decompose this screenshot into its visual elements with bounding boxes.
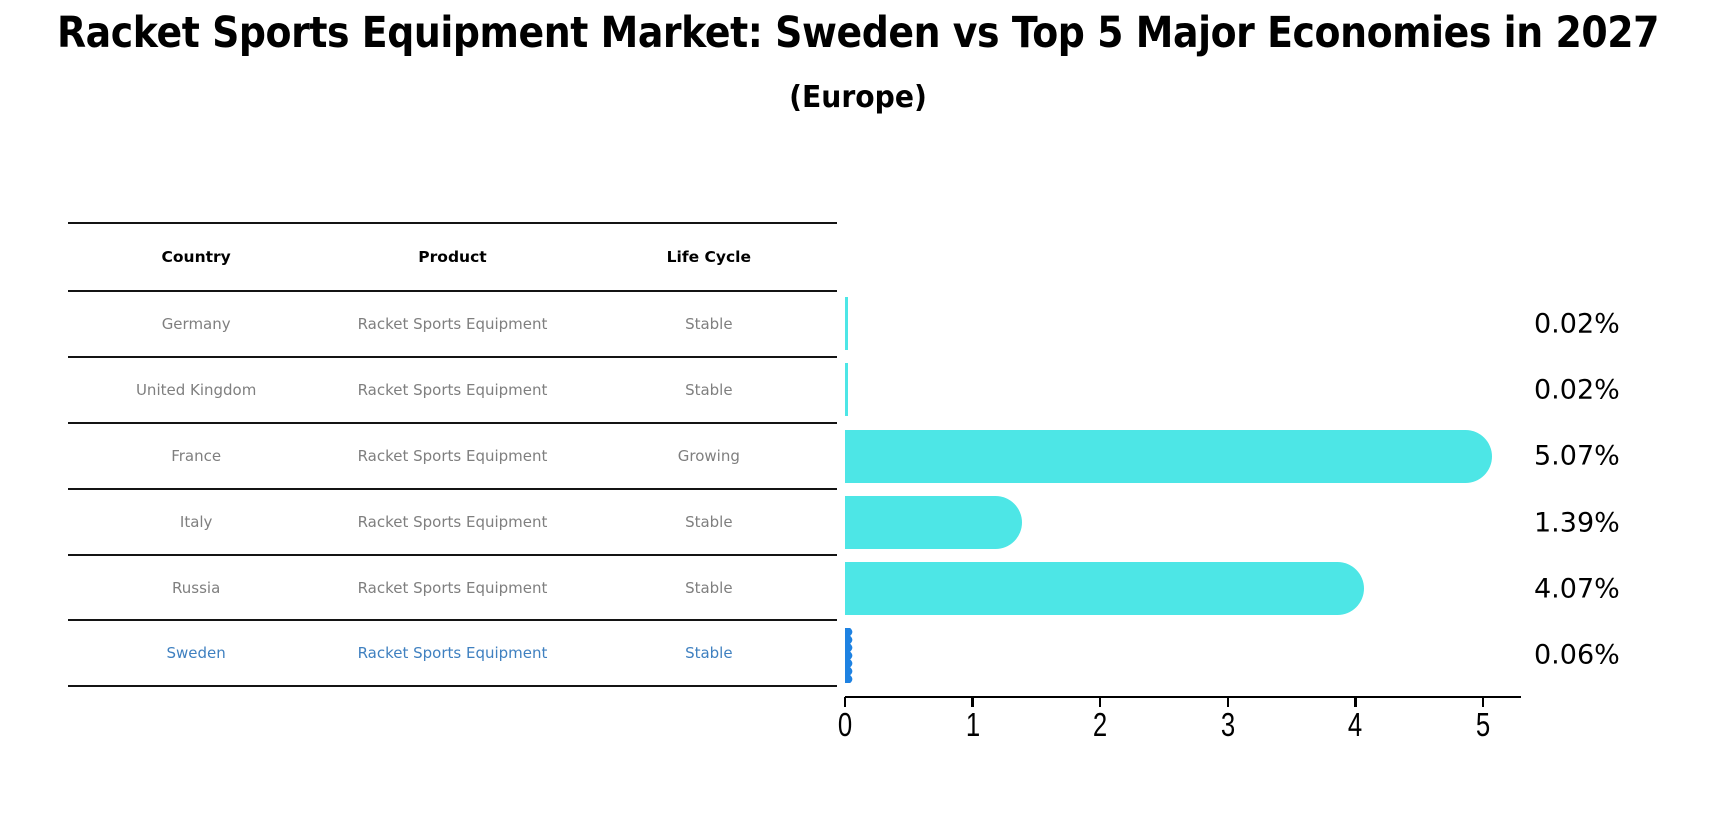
table-row: Germany Racket Sports Equipment Stable: [68, 292, 837, 358]
bar-france: [845, 429, 1492, 483]
col-header-product: Product: [418, 248, 487, 266]
bar-united-kingdom: [845, 363, 848, 417]
table-header-row: Country Product Life Cycle: [68, 224, 837, 292]
lifecycle-cell: Stable: [685, 380, 733, 399]
product-cell: Racket Sports Equipment: [357, 380, 548, 399]
product-cell: Racket Sports Equipment: [357, 512, 548, 531]
table-row: Italy Racket Sports Equipment Stable: [68, 490, 837, 556]
x-axis-tick-label: 0: [837, 706, 853, 743]
lifecycle-cell: Stable: [685, 314, 733, 333]
table-row: Sweden Racket Sports Equipment Stable: [68, 621, 837, 688]
value-label: 0.02%: [1534, 374, 1620, 406]
country-cell: United Kingdom: [135, 380, 257, 399]
chart-subtitle: (Europe): [789, 80, 927, 115]
x-axis-tick: [1226, 697, 1230, 707]
x-axis-tick: [1481, 697, 1485, 707]
x-axis-tick-label: 5: [1475, 706, 1491, 743]
col-header-country: Country: [161, 248, 231, 266]
table-row: Russia Racket Sports Equipment Stable: [68, 556, 837, 622]
lifecycle-cell: Growing: [677, 446, 740, 465]
x-axis-line: [845, 695, 1521, 698]
value-label: 0.02%: [1534, 308, 1620, 340]
product-cell: Racket Sports Equipment: [357, 644, 548, 663]
col-header-lifecycle: Life Cycle: [666, 248, 751, 266]
chart-title: Racket Sports Equipment Market: Sweden v…: [56, 8, 1660, 58]
country-cell: Sweden: [166, 644, 226, 663]
x-axis-tick-label: 1: [965, 706, 980, 743]
lifecycle-cell: Stable: [685, 578, 733, 597]
table-row: United Kingdom Racket Sports Equipment S…: [68, 358, 837, 424]
value-label: 0.06%: [1534, 639, 1620, 671]
product-cell: Racket Sports Equipment: [357, 446, 548, 465]
bar-italy: [845, 496, 1023, 550]
country-cell: Russia: [172, 578, 221, 597]
x-axis-tick-label: 4: [1348, 706, 1363, 743]
country-cell: France: [171, 446, 222, 465]
lifecycle-cell: Stable: [685, 512, 733, 531]
bar-russia: [845, 562, 1365, 616]
value-label: 5.07%: [1534, 440, 1620, 472]
lifecycle-cell: Stable: [685, 644, 733, 663]
data-table: Country Product Life Cycle Germany Racke…: [68, 222, 837, 688]
product-cell: Racket Sports Equipment: [357, 314, 548, 333]
x-axis-tick: [843, 697, 847, 707]
x-axis-tick-label: 2: [1093, 706, 1108, 743]
bar-germany: [845, 297, 848, 351]
value-label: 4.07%: [1534, 573, 1620, 605]
value-label: 1.39%: [1534, 507, 1620, 539]
x-axis-tick: [1098, 697, 1102, 707]
product-cell: Racket Sports Equipment: [357, 578, 548, 597]
x-axis-tick: [971, 697, 974, 707]
x-axis-tick: [1354, 697, 1357, 707]
table-row: France Racket Sports Equipment Growing: [68, 424, 837, 490]
country-cell: Germany: [161, 314, 231, 333]
bar-sweden: [845, 627, 853, 683]
country-cell: Italy: [179, 512, 213, 531]
x-axis-tick-label: 3: [1220, 706, 1235, 743]
